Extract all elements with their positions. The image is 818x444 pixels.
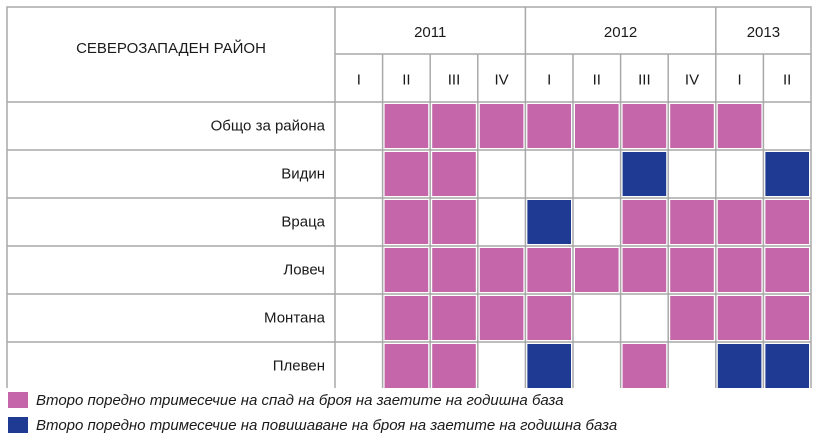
quarter-label: II — [402, 72, 410, 89]
heatmap-cell — [622, 248, 667, 292]
heatmap-cell — [384, 248, 429, 292]
legend-item-increase: Второ поредно тримесечие на повишаване н… — [8, 414, 808, 436]
heatmap-cell — [575, 200, 619, 244]
row-label: Враца — [281, 214, 325, 231]
quarter-label: III — [638, 72, 651, 89]
heatmap-cell — [337, 152, 381, 196]
heatmap-cell — [765, 152, 809, 196]
heatmap-cell — [479, 152, 524, 196]
quarter-label: II — [593, 72, 601, 89]
heatmap-cell — [337, 104, 381, 148]
heatmap-cell — [670, 344, 714, 388]
quarter-label: II — [783, 72, 791, 89]
heatmap-cell — [384, 152, 429, 196]
heatmap-cell — [670, 200, 714, 244]
year-label: 2013 — [747, 24, 780, 41]
heatmap-cell — [765, 104, 809, 148]
heatmap-cell — [527, 344, 571, 388]
quarter-label: I — [738, 72, 742, 89]
heatmap-cell — [575, 104, 619, 148]
heatmap-cell — [765, 248, 809, 292]
heatmap-cell — [527, 152, 571, 196]
heatmap-cell — [479, 344, 524, 388]
quarter-label: I — [357, 72, 361, 89]
heatmap-cell — [337, 344, 381, 388]
row-label: Монтана — [264, 310, 326, 327]
heatmap-cell — [337, 200, 381, 244]
heatmap-cell — [622, 200, 667, 244]
row-label: Ловеч — [283, 262, 325, 279]
heatmap-cell — [717, 200, 762, 244]
heatmap-cell — [717, 248, 762, 292]
heatmap-cell — [432, 152, 476, 196]
heatmap-cell — [717, 104, 762, 148]
heatmap-cell — [384, 200, 429, 244]
heatmap-cell — [432, 248, 476, 292]
quarter-label: IV — [685, 72, 699, 89]
heatmap-cell — [717, 344, 762, 388]
heatmap-cell — [384, 104, 429, 148]
row-label: Видин — [281, 166, 325, 183]
heatmap-cell — [717, 296, 762, 340]
heatmap-cell — [337, 248, 381, 292]
row-label: Плевен — [273, 358, 325, 375]
heatmap-cell — [765, 296, 809, 340]
row-label: Общо за района — [211, 118, 326, 135]
heatmap-cell — [717, 152, 762, 196]
heatmap-cell — [432, 344, 476, 388]
heatmap-cell — [765, 200, 809, 244]
quarter-label: III — [448, 72, 461, 89]
heatmap-cell — [384, 296, 429, 340]
heatmap-cell — [479, 296, 524, 340]
heatmap-cell — [432, 104, 476, 148]
heatmap-cell — [575, 152, 619, 196]
heatmap-cell — [670, 248, 714, 292]
heatmap-cell — [527, 248, 571, 292]
year-label: 2012 — [604, 24, 637, 41]
legend-swatch-increase — [8, 417, 28, 433]
heatmap-cell — [765, 344, 809, 388]
legend-label-increase: Второ поредно тримесечие на повишаване н… — [36, 416, 618, 434]
heatmap-cell — [575, 296, 619, 340]
heatmap-cell — [575, 344, 619, 388]
heatmap-cell — [432, 296, 476, 340]
heatmap-cell — [575, 248, 619, 292]
heatmap-cell — [527, 104, 571, 148]
heatmap-cell — [527, 296, 571, 340]
corner-label: СЕВЕРОЗАПАДЕН РАЙОН — [76, 39, 266, 57]
heatmap-cell — [479, 248, 524, 292]
heatmap-cell — [527, 200, 571, 244]
quarter-label: IV — [495, 72, 509, 89]
heatmap-cell — [622, 344, 667, 388]
heatmap-cell — [432, 200, 476, 244]
legend-label-decline: Второ поредно тримесечие на спад на броя… — [36, 391, 564, 409]
heatmap-cell — [622, 104, 667, 148]
heatmap-cell — [670, 152, 714, 196]
heatmap-cell — [670, 296, 714, 340]
legend-item-decline: Второ поредно тримесечие на спад на броя… — [8, 389, 808, 411]
heatmap-cell — [337, 296, 381, 340]
heatmap-cell — [670, 104, 714, 148]
quarter-label: I — [547, 72, 551, 89]
heatmap-cell — [479, 200, 524, 244]
heatmap-cell — [622, 296, 667, 340]
legend-swatch-decline — [8, 392, 28, 408]
year-label: 2011 — [414, 24, 446, 41]
heatmap-cell — [384, 344, 429, 388]
heatmap-cell — [622, 152, 667, 196]
heatmap-cell — [479, 104, 524, 148]
